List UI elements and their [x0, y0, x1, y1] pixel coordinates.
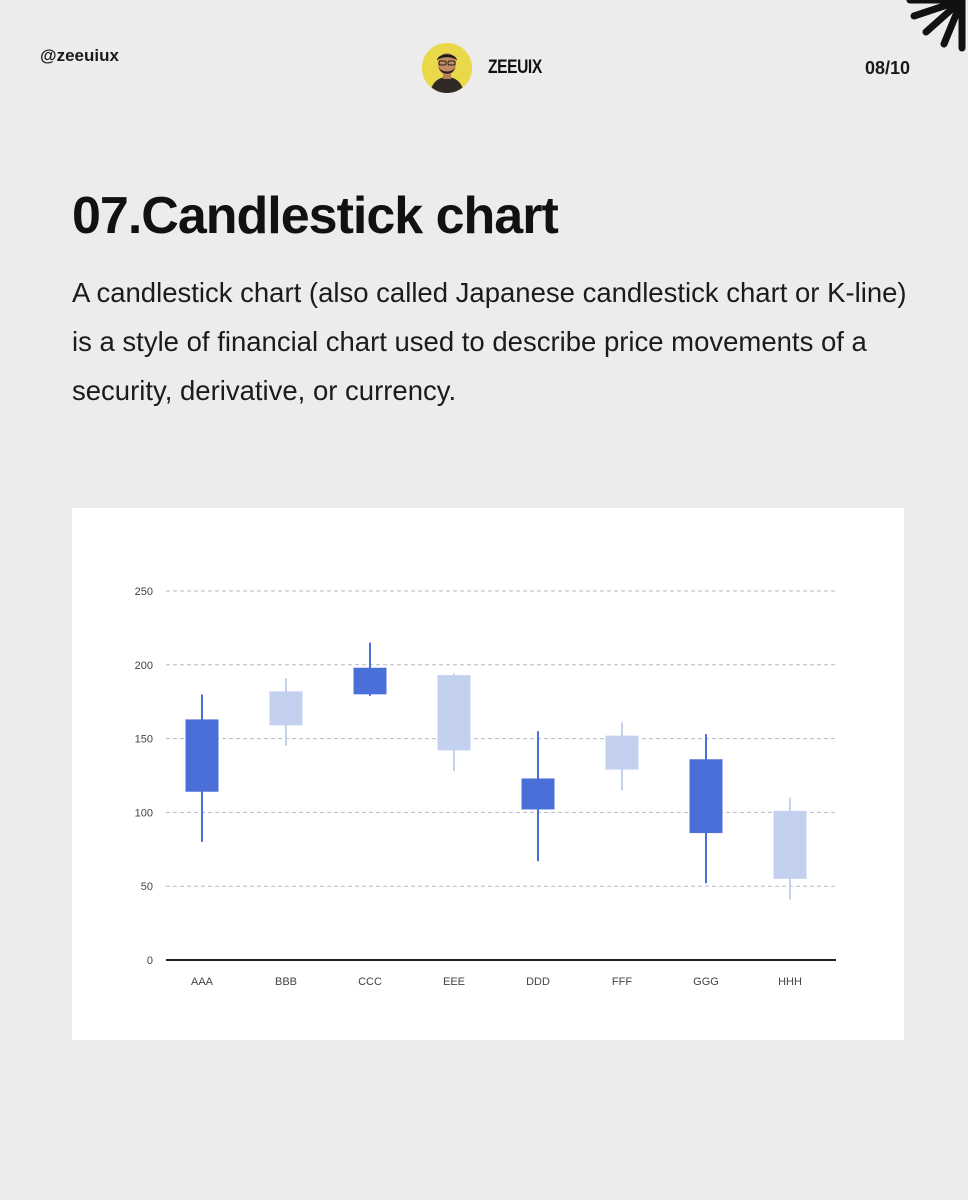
y-tick-label-0: 0	[147, 955, 153, 967]
brand: ZEEUIX	[422, 43, 554, 93]
candle-body-DDD	[521, 778, 555, 810]
starburst-icon	[906, 0, 966, 52]
y-tick-label-250: 250	[135, 586, 153, 598]
candle-body-FFF	[605, 735, 639, 770]
y-tick-label-50: 50	[141, 881, 153, 893]
x-tick-label-DDD: DDD	[526, 976, 550, 988]
candle-body-GGG	[689, 759, 723, 834]
candle-body-HHH	[773, 810, 807, 879]
x-tick-label-BBB: BBB	[275, 976, 297, 988]
candlestick-chart: 0 50 100 150 200 250 AAA BBB CCC EEE DDD FFF GGG HHH	[135, 586, 838, 988]
x-tick-label-AAA: AAA	[191, 976, 214, 988]
candle-body-EEE	[437, 675, 471, 751]
candle-body-BBB	[269, 691, 303, 726]
x-tick-label-FFF: FFF	[612, 976, 632, 988]
x-tick-label-HHH: HHH	[778, 976, 802, 988]
page-indicator: 08/10	[864, 58, 910, 78]
x-tick-label-GGG: GGG	[693, 976, 719, 988]
candle-body-CCC	[353, 667, 387, 695]
x-tick-label-EEE: EEE	[443, 976, 465, 988]
y-tick-label-200: 200	[135, 660, 153, 672]
brand-name: ZEEUIX	[488, 57, 542, 78]
person-avatar-icon	[422, 43, 472, 93]
author-handle: @zeeuiux	[40, 46, 119, 65]
x-tick-label-CCC: CCC	[358, 976, 382, 988]
y-tick-label-150: 150	[135, 734, 153, 746]
page-description: A candlestick chart (also called Japanes…	[72, 277, 907, 406]
y-tick-label-100: 100	[135, 807, 153, 819]
page-title: 07.Candlestick chart	[72, 187, 559, 245]
chart-card: 0 50 100 150 200 250 AAA BBB CCC EEE DDD FFF GGG HHH	[72, 508, 904, 1040]
candle-body-AAA	[185, 719, 219, 792]
